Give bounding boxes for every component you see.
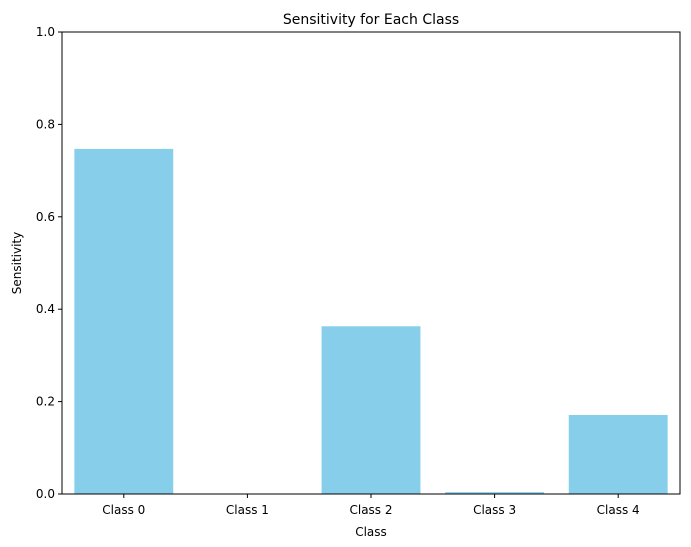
- x-axis-label: Class: [355, 525, 387, 539]
- chart-title: Sensitivity for Each Class: [283, 12, 459, 28]
- x-axis: Class 0 Class 1 Class 2 Class 3 Class 4: [102, 494, 640, 517]
- x-tick-label: Class 2: [349, 503, 392, 517]
- y-tick-label: 0.4: [36, 302, 55, 316]
- bar-class-2: [321, 326, 421, 494]
- y-tick-label: 0.8: [36, 117, 55, 131]
- x-tick-label: Class 4: [597, 503, 640, 517]
- x-tick-label: Class 3: [473, 503, 516, 517]
- y-axis: 0.0 0.2 0.4 0.6 0.8 1.0: [36, 25, 62, 501]
- x-tick-label: Class 0: [102, 503, 145, 517]
- bars-group: [74, 148, 668, 495]
- y-tick-label: 1.0: [36, 25, 55, 39]
- bar-class-0: [74, 148, 174, 495]
- bar-class-4: [568, 414, 668, 494]
- y-tick-label: 0.6: [36, 210, 55, 224]
- y-axis-label: Sensitivity: [10, 232, 24, 294]
- y-tick-label: 0.2: [36, 395, 55, 409]
- plot-frame: [61, 31, 681, 495]
- bar-class-3: [445, 492, 545, 494]
- x-tick-label: Class 1: [226, 503, 269, 517]
- y-tick-label: 0.0: [36, 487, 55, 501]
